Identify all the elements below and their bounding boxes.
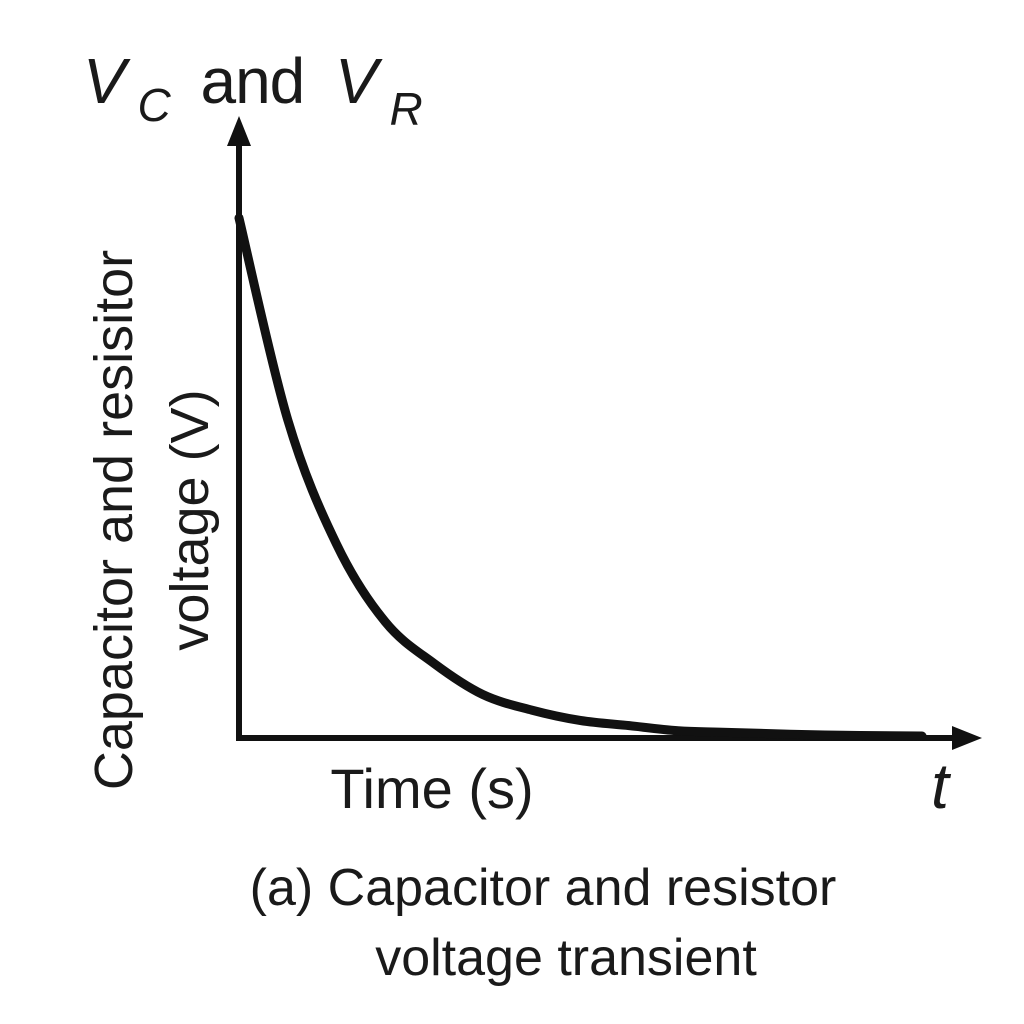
y-axis-symbol: V C and V R xyxy=(83,45,422,135)
y-symbol-sub-c: C xyxy=(137,79,171,131)
y-symbol-sub-r: R xyxy=(390,83,422,135)
y-symbol-v1: V xyxy=(83,45,131,117)
figure-caption-line2: voltage transient xyxy=(375,929,757,987)
x-axis-label: Time (s) xyxy=(330,757,533,820)
y-axis-label-line2: voltage (V) xyxy=(160,389,220,650)
y-axis-label-line1: Capacitor and resisitor xyxy=(84,250,144,790)
y-axis-label: Capacitor and resisitor voltage (V) xyxy=(84,250,220,790)
y-symbol-joiner: and xyxy=(200,45,304,117)
y-axis-arrowhead xyxy=(227,116,251,146)
figure-caption-line1: (a) Capacitor and resistor xyxy=(250,859,837,917)
x-axis-symbol: t xyxy=(931,750,951,822)
series-line-decay xyxy=(234,213,927,741)
x-axis-arrowhead xyxy=(952,726,982,750)
y-symbol-v2: V xyxy=(335,45,383,117)
